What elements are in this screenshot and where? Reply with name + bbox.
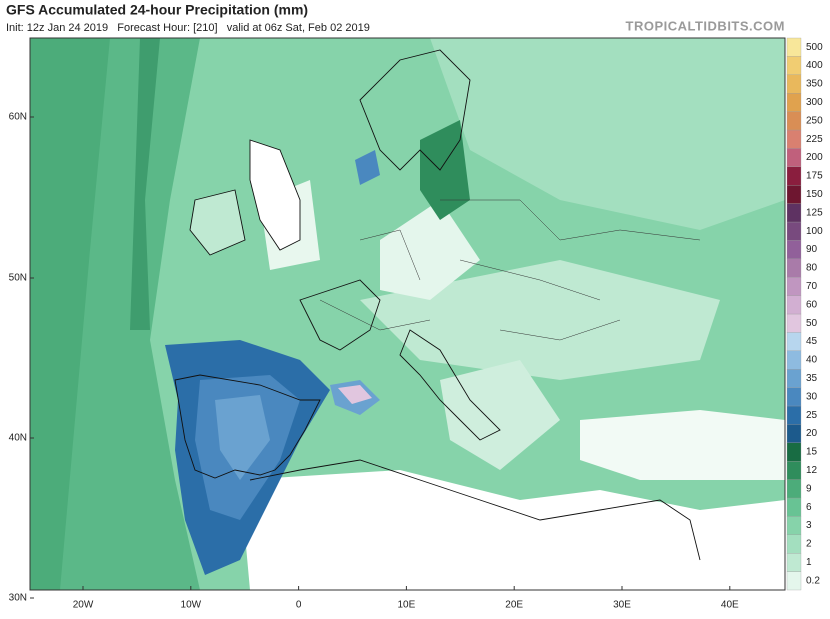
colorbar-label: 25 [806, 410, 818, 421]
colorbar-label: 12 [806, 465, 818, 476]
colorbar-label: 300 [806, 97, 823, 108]
colorbar-label: 200 [806, 152, 823, 163]
colorbar-label: 2 [806, 539, 812, 550]
colorbar-label: 90 [806, 244, 818, 255]
lon-label: 30E [613, 600, 631, 611]
lon-label: 20W [73, 600, 94, 611]
colorbar-cell [786, 332, 802, 351]
brand: TROPICALTIDBITS.COM [626, 18, 785, 33]
colorbar-cell [786, 93, 802, 112]
colorbar-cell [786, 350, 802, 370]
colorbar-label: 400 [806, 60, 823, 71]
colorbar-label: 175 [806, 171, 823, 182]
colorbar-label: 50 [806, 318, 818, 329]
colorbar-cell [786, 479, 802, 499]
colorbar-label: 45 [806, 336, 818, 347]
colorbar-label: 80 [806, 263, 818, 274]
colorbar-cell [786, 258, 802, 278]
colorbar-cell [786, 37, 802, 57]
lon-label: 20E [505, 600, 523, 611]
colorbar-cell [786, 553, 802, 572]
colorbar-label: 0.2 [806, 575, 820, 586]
colorbar-cell [786, 277, 802, 296]
colorbar-cell [786, 129, 802, 149]
colorbar-label: 250 [806, 115, 823, 126]
colorbar-cell [786, 516, 802, 535]
colorbar-label: 125 [806, 207, 823, 218]
colorbar-label: 1 [806, 557, 812, 568]
subtitle: Init: 12z Jan 24 2019 Forecast Hour: [21… [6, 22, 370, 34]
colorbar-cell [786, 185, 802, 204]
colorbar-cell [786, 387, 802, 407]
colorbar-label: 225 [806, 134, 823, 145]
colorbar-label: 3 [806, 520, 812, 531]
lat-label: 30N [9, 593, 27, 604]
title: GFS Accumulated 24-hour Precipitation (m… [6, 2, 308, 18]
lat-label: 60N [9, 112, 27, 123]
colorbar-label: 40 [806, 355, 818, 366]
colorbar-label: 6 [806, 502, 812, 513]
lon-label: 40E [721, 600, 739, 611]
colorbar-label: 30 [806, 391, 818, 402]
axes: 60N 50N 40N 30N 20W 10W 0 10E 20E 30E 40E [9, 112, 739, 611]
colorbar-cell [786, 74, 802, 94]
colorbar-cell [786, 148, 802, 167]
colorbar-cell [786, 442, 802, 462]
colorbar-cell [786, 461, 802, 480]
lon-label: 0 [296, 600, 302, 611]
lat-label: 40N [9, 433, 27, 444]
colorbar: 0.21236912152025303540455060708090100125… [786, 37, 823, 591]
colorbar-label: 35 [806, 373, 818, 384]
map-area [29, 37, 786, 591]
colorbar-label: 15 [806, 447, 818, 458]
colorbar-label: 20 [806, 428, 818, 439]
colorbar-cell [786, 497, 802, 517]
colorbar-cell [786, 240, 802, 259]
colorbar-label: 60 [806, 299, 818, 310]
colorbar-label: 100 [806, 226, 823, 237]
colorbar-cell [786, 221, 802, 241]
lat-label: 50N [9, 273, 27, 284]
colorbar-label: 9 [806, 483, 812, 494]
colorbar-cell [786, 295, 802, 315]
colorbar-cell [786, 405, 802, 425]
colorbar-cell [786, 166, 802, 186]
colorbar-label: 500 [806, 42, 823, 53]
colorbar-cell [786, 571, 802, 591]
lon-label: 10W [181, 600, 202, 611]
colorbar-cell [786, 111, 802, 131]
colorbar-cell [786, 534, 802, 554]
colorbar-label: 150 [806, 189, 823, 200]
colorbar-cell [786, 313, 802, 333]
colorbar-cell [786, 56, 802, 75]
colorbar-cell [786, 369, 802, 388]
lon-label: 10E [398, 600, 416, 611]
colorbar-cell [786, 203, 802, 223]
colorbar-cell [786, 424, 802, 443]
colorbar-label: 350 [806, 79, 823, 90]
colorbar-label: 70 [806, 281, 818, 292]
